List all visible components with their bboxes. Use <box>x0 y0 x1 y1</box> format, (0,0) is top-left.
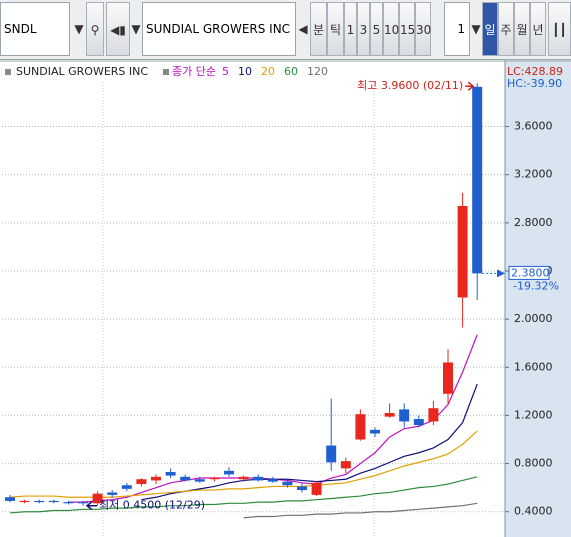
legend-icon <box>5 69 11 75</box>
candle-body <box>413 419 424 426</box>
y-tick-label: 1.6000 <box>514 360 553 373</box>
last-price-label: 2.3800 <box>511 266 550 279</box>
candle-body <box>297 486 307 491</box>
chart-bg <box>0 60 571 537</box>
last-price-arrow <box>497 269 505 278</box>
candle-body <box>267 479 278 482</box>
ma-line <box>141 383 478 501</box>
candle-body <box>92 493 103 504</box>
candle-body <box>107 492 118 495</box>
count-input[interactable]: 1 <box>444 2 470 56</box>
hc-label: HC:-39.90 <box>507 77 562 90</box>
legend-entry: 5 <box>222 65 229 78</box>
legend-ma-label: 종가 단순 <box>172 65 216 78</box>
legend-title: SUNDIAL GROWERS INC <box>16 65 148 78</box>
candle-body <box>370 429 380 434</box>
candle-body <box>340 461 351 469</box>
candle-body <box>311 482 322 495</box>
candle-body <box>19 500 30 503</box>
search-button[interactable]: ⚲ <box>86 2 104 56</box>
chart-type-button[interactable]: ┃┃ <box>548 2 571 56</box>
dropdown[interactable]: ▼ <box>74 22 84 36</box>
candle-body <box>34 500 45 503</box>
candle-body <box>457 205 468 298</box>
ma-line <box>243 502 478 519</box>
dropdown[interactable]: ▼ <box>131 22 141 36</box>
y-tick-label: 3.6000 <box>514 120 553 133</box>
symbol-input[interactable]: SNDL <box>0 2 70 56</box>
candle-body <box>78 502 88 504</box>
candle-body <box>121 485 132 489</box>
interval-button[interactable]: 1 <box>344 2 357 56</box>
ma-line <box>9 430 478 498</box>
period-button[interactable]: 년 <box>530 2 546 56</box>
candle-body <box>253 476 264 481</box>
candle-body <box>384 413 395 417</box>
low-arrow <box>85 501 97 511</box>
candle-body <box>224 470 234 475</box>
candle-body <box>355 414 366 440</box>
legend-icon <box>163 69 169 75</box>
interval-button[interactable]: 틱 <box>327 2 344 56</box>
interval-button[interactable]: 3 <box>357 2 370 56</box>
dropdown[interactable]: ▼ <box>471 22 481 36</box>
candle-body <box>151 476 161 481</box>
candle-body <box>238 476 249 480</box>
candle-body <box>326 445 337 463</box>
interval-button[interactable]: 30 <box>415 2 431 56</box>
change-label: -19.32% <box>513 279 559 292</box>
candle-body <box>428 408 439 422</box>
ma-line <box>9 476 478 514</box>
low-annotation: 최저 0.4500 (12/29) <box>99 499 205 512</box>
legend-entry: 60 <box>284 65 298 78</box>
candle-body <box>209 478 220 480</box>
candle-body <box>165 472 176 476</box>
candle-body <box>472 86 483 274</box>
legend-entry: 10 <box>238 65 252 78</box>
interval-button[interactable]: 5 <box>370 2 383 56</box>
sound-button[interactable]: ◀▮ <box>106 2 130 56</box>
legend-entry: 120 <box>307 65 328 78</box>
period-button[interactable]: 주 <box>498 2 514 56</box>
candle-body <box>180 476 191 481</box>
period-button[interactable]: 월 <box>514 2 530 56</box>
scroll-left[interactable]: ◀ <box>298 22 308 36</box>
interval-button[interactable]: 10 <box>383 2 399 56</box>
candle-body <box>48 500 59 503</box>
interval-button[interactable]: 분 <box>310 2 327 56</box>
last-price-box <box>508 265 550 280</box>
legend-entry: 20 <box>261 65 275 78</box>
y-tick-label: 0.4000 <box>514 505 553 518</box>
period-button[interactable]: 일 <box>482 2 498 56</box>
y-tick-label: 3.2000 <box>514 168 553 181</box>
candle-body <box>282 481 293 486</box>
candle-body <box>136 479 147 485</box>
name-box: SUNDIAL GROWERS INC <box>142 2 296 56</box>
candle-body <box>63 502 74 504</box>
high-annotation: 최고 3.9600 (02/11) <box>357 79 463 92</box>
lc-label: LC:428.89 <box>507 65 563 78</box>
candle-body <box>194 479 205 482</box>
y-tick-label: 1.2000 <box>514 408 553 421</box>
y-tick-label: 2.8000 <box>514 216 553 229</box>
candle-body <box>5 497 15 501</box>
y-tick-label: 0.8000 <box>514 457 553 470</box>
y-axis-bg <box>505 60 571 537</box>
y-tick-label: 2.0000 <box>514 312 553 325</box>
interval-button[interactable]: 15 <box>399 2 415 56</box>
candle-body <box>443 362 453 394</box>
candle-body <box>399 409 410 422</box>
high-arrow <box>465 81 475 91</box>
